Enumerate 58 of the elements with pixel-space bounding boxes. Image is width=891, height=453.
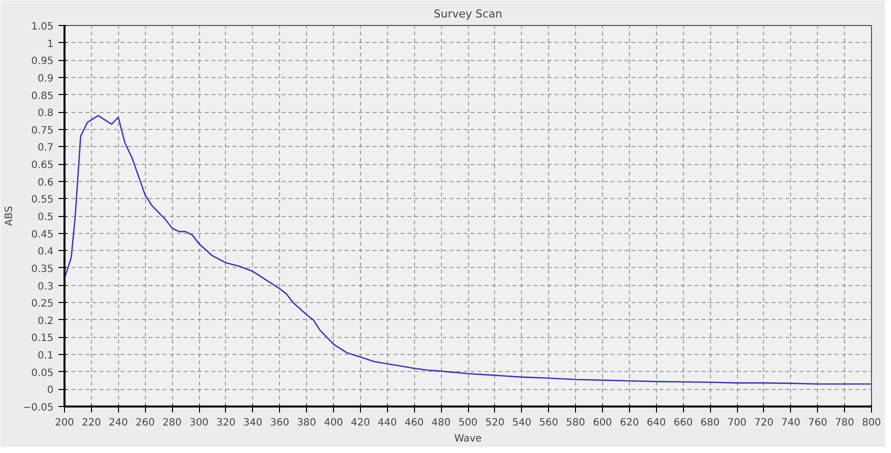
y-tick-label: 0.3 bbox=[38, 281, 54, 292]
x-axis-title: Wave bbox=[454, 434, 482, 444]
x-tick-label: 600 bbox=[592, 418, 612, 428]
x-tick-label: 220 bbox=[82, 418, 101, 428]
x-tick-label: 580 bbox=[566, 418, 586, 428]
x-tick-label: 520 bbox=[485, 418, 504, 428]
x-tick-label: 700 bbox=[727, 418, 747, 428]
x-tick-label: 740 bbox=[781, 418, 800, 428]
y-tick-label: 0.05 bbox=[31, 368, 54, 379]
x-tick-label: 400 bbox=[324, 418, 344, 428]
y-tick-label: 0.8 bbox=[38, 108, 54, 120]
x-tick-label: 800 bbox=[862, 418, 882, 428]
y-tick-label: 0.15 bbox=[31, 333, 54, 344]
x-tick-label: 260 bbox=[136, 418, 155, 428]
x-tick-label: 780 bbox=[835, 418, 854, 428]
x-tick-label: 320 bbox=[216, 418, 236, 428]
x-tick-label: 680 bbox=[700, 418, 720, 428]
y-tick-label: 0.35 bbox=[31, 264, 54, 275]
y-axis-title: ABS bbox=[4, 206, 15, 226]
x-tick-label: 280 bbox=[162, 418, 182, 428]
y-tick-label: 0.6 bbox=[38, 177, 54, 188]
y-tick-label: 0.45 bbox=[31, 229, 54, 240]
x-tick-label: 620 bbox=[620, 418, 639, 428]
y-tick-label: 0.1 bbox=[38, 350, 54, 362]
x-tick-label: 480 bbox=[432, 418, 451, 428]
x-tick-label: 760 bbox=[808, 418, 828, 428]
x-tick-label: 560 bbox=[539, 418, 558, 428]
x-tick-label: 500 bbox=[458, 418, 478, 428]
y-tick-label: 0.2 bbox=[38, 316, 54, 327]
y-tick-label: 0.85 bbox=[31, 90, 54, 102]
y-tick-label: −0.05 bbox=[22, 402, 54, 414]
y-tick-label: 0.95 bbox=[31, 56, 54, 68]
x-tick-label: 440 bbox=[378, 418, 397, 428]
y-tick-label: 0.9 bbox=[38, 73, 54, 84]
y-tick-label: 0.7 bbox=[38, 142, 54, 154]
y-tick-label: 0.65 bbox=[31, 160, 54, 172]
x-tick-label: 360 bbox=[270, 418, 290, 428]
y-tick-label: 0.5 bbox=[38, 212, 54, 223]
x-tick-label: 340 bbox=[243, 418, 262, 428]
line-series bbox=[64, 114, 872, 385]
x-tick-label: 300 bbox=[189, 418, 209, 428]
x-tick-label: 660 bbox=[674, 418, 693, 428]
x-tick-label: 460 bbox=[404, 418, 424, 428]
y-tick-label: 1.05 bbox=[31, 22, 54, 32]
x-tick-label: 420 bbox=[350, 418, 370, 428]
y-tick-label: 0 bbox=[47, 385, 54, 396]
x-tick-label: 640 bbox=[646, 418, 666, 428]
x-tick-label: 380 bbox=[297, 418, 316, 428]
y-tick-label: 0.4 bbox=[38, 246, 54, 258]
x-tick-label: 240 bbox=[108, 418, 128, 428]
y-tick-label: 0.55 bbox=[31, 194, 54, 206]
y-tick-label: 1 bbox=[47, 38, 54, 50]
x-tick-label: 200 bbox=[54, 418, 74, 428]
x-tick-label: 540 bbox=[512, 418, 532, 428]
y-tick-label: 0.75 bbox=[31, 125, 54, 136]
y-tick-label: 0.25 bbox=[31, 298, 54, 310]
x-tick-label: 720 bbox=[754, 418, 774, 428]
chart-title: Survey Scan bbox=[434, 8, 502, 20]
